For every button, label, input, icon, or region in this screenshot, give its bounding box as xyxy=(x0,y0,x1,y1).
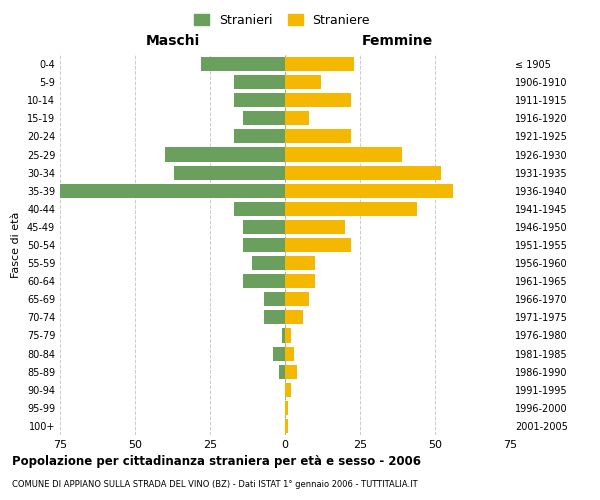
Bar xyxy=(285,148,402,162)
Bar xyxy=(243,220,285,234)
Bar xyxy=(60,184,285,198)
Bar xyxy=(174,166,285,179)
Bar xyxy=(285,93,351,108)
Bar xyxy=(285,292,309,306)
Bar xyxy=(165,148,285,162)
Bar xyxy=(264,310,285,324)
Text: Popolazione per cittadinanza straniera per età e sesso - 2006: Popolazione per cittadinanza straniera p… xyxy=(12,455,421,468)
Bar xyxy=(279,364,285,378)
Bar xyxy=(234,202,285,216)
Bar xyxy=(285,382,291,397)
Text: Maschi: Maschi xyxy=(145,34,200,48)
Bar xyxy=(252,256,285,270)
Bar xyxy=(234,75,285,89)
Bar xyxy=(264,292,285,306)
Bar xyxy=(285,310,303,324)
Bar xyxy=(285,57,354,71)
Bar xyxy=(285,346,294,360)
Legend: Stranieri, Straniere: Stranieri, Straniere xyxy=(189,8,375,32)
Bar xyxy=(285,328,291,342)
Bar xyxy=(285,274,315,288)
Bar xyxy=(285,256,315,270)
Bar xyxy=(285,112,309,126)
Bar xyxy=(285,130,351,143)
Bar xyxy=(285,202,417,216)
Text: COMUNE DI APPIANO SULLA STRADA DEL VINO (BZ) - Dati ISTAT 1° gennaio 2006 - TUTT: COMUNE DI APPIANO SULLA STRADA DEL VINO … xyxy=(12,480,418,489)
Bar xyxy=(282,328,285,342)
Bar xyxy=(285,364,297,378)
Bar xyxy=(285,220,345,234)
Bar xyxy=(285,184,453,198)
Bar xyxy=(285,75,321,89)
Bar xyxy=(285,419,288,433)
Bar xyxy=(285,166,441,179)
Bar xyxy=(243,238,285,252)
Bar xyxy=(285,401,288,415)
Bar xyxy=(285,238,351,252)
Bar xyxy=(201,57,285,71)
Bar xyxy=(234,130,285,143)
Bar xyxy=(243,112,285,126)
Y-axis label: Fasce di età: Fasce di età xyxy=(11,212,21,278)
Bar xyxy=(243,274,285,288)
Text: Femmine: Femmine xyxy=(362,34,433,48)
Bar xyxy=(273,346,285,360)
Bar xyxy=(234,93,285,108)
